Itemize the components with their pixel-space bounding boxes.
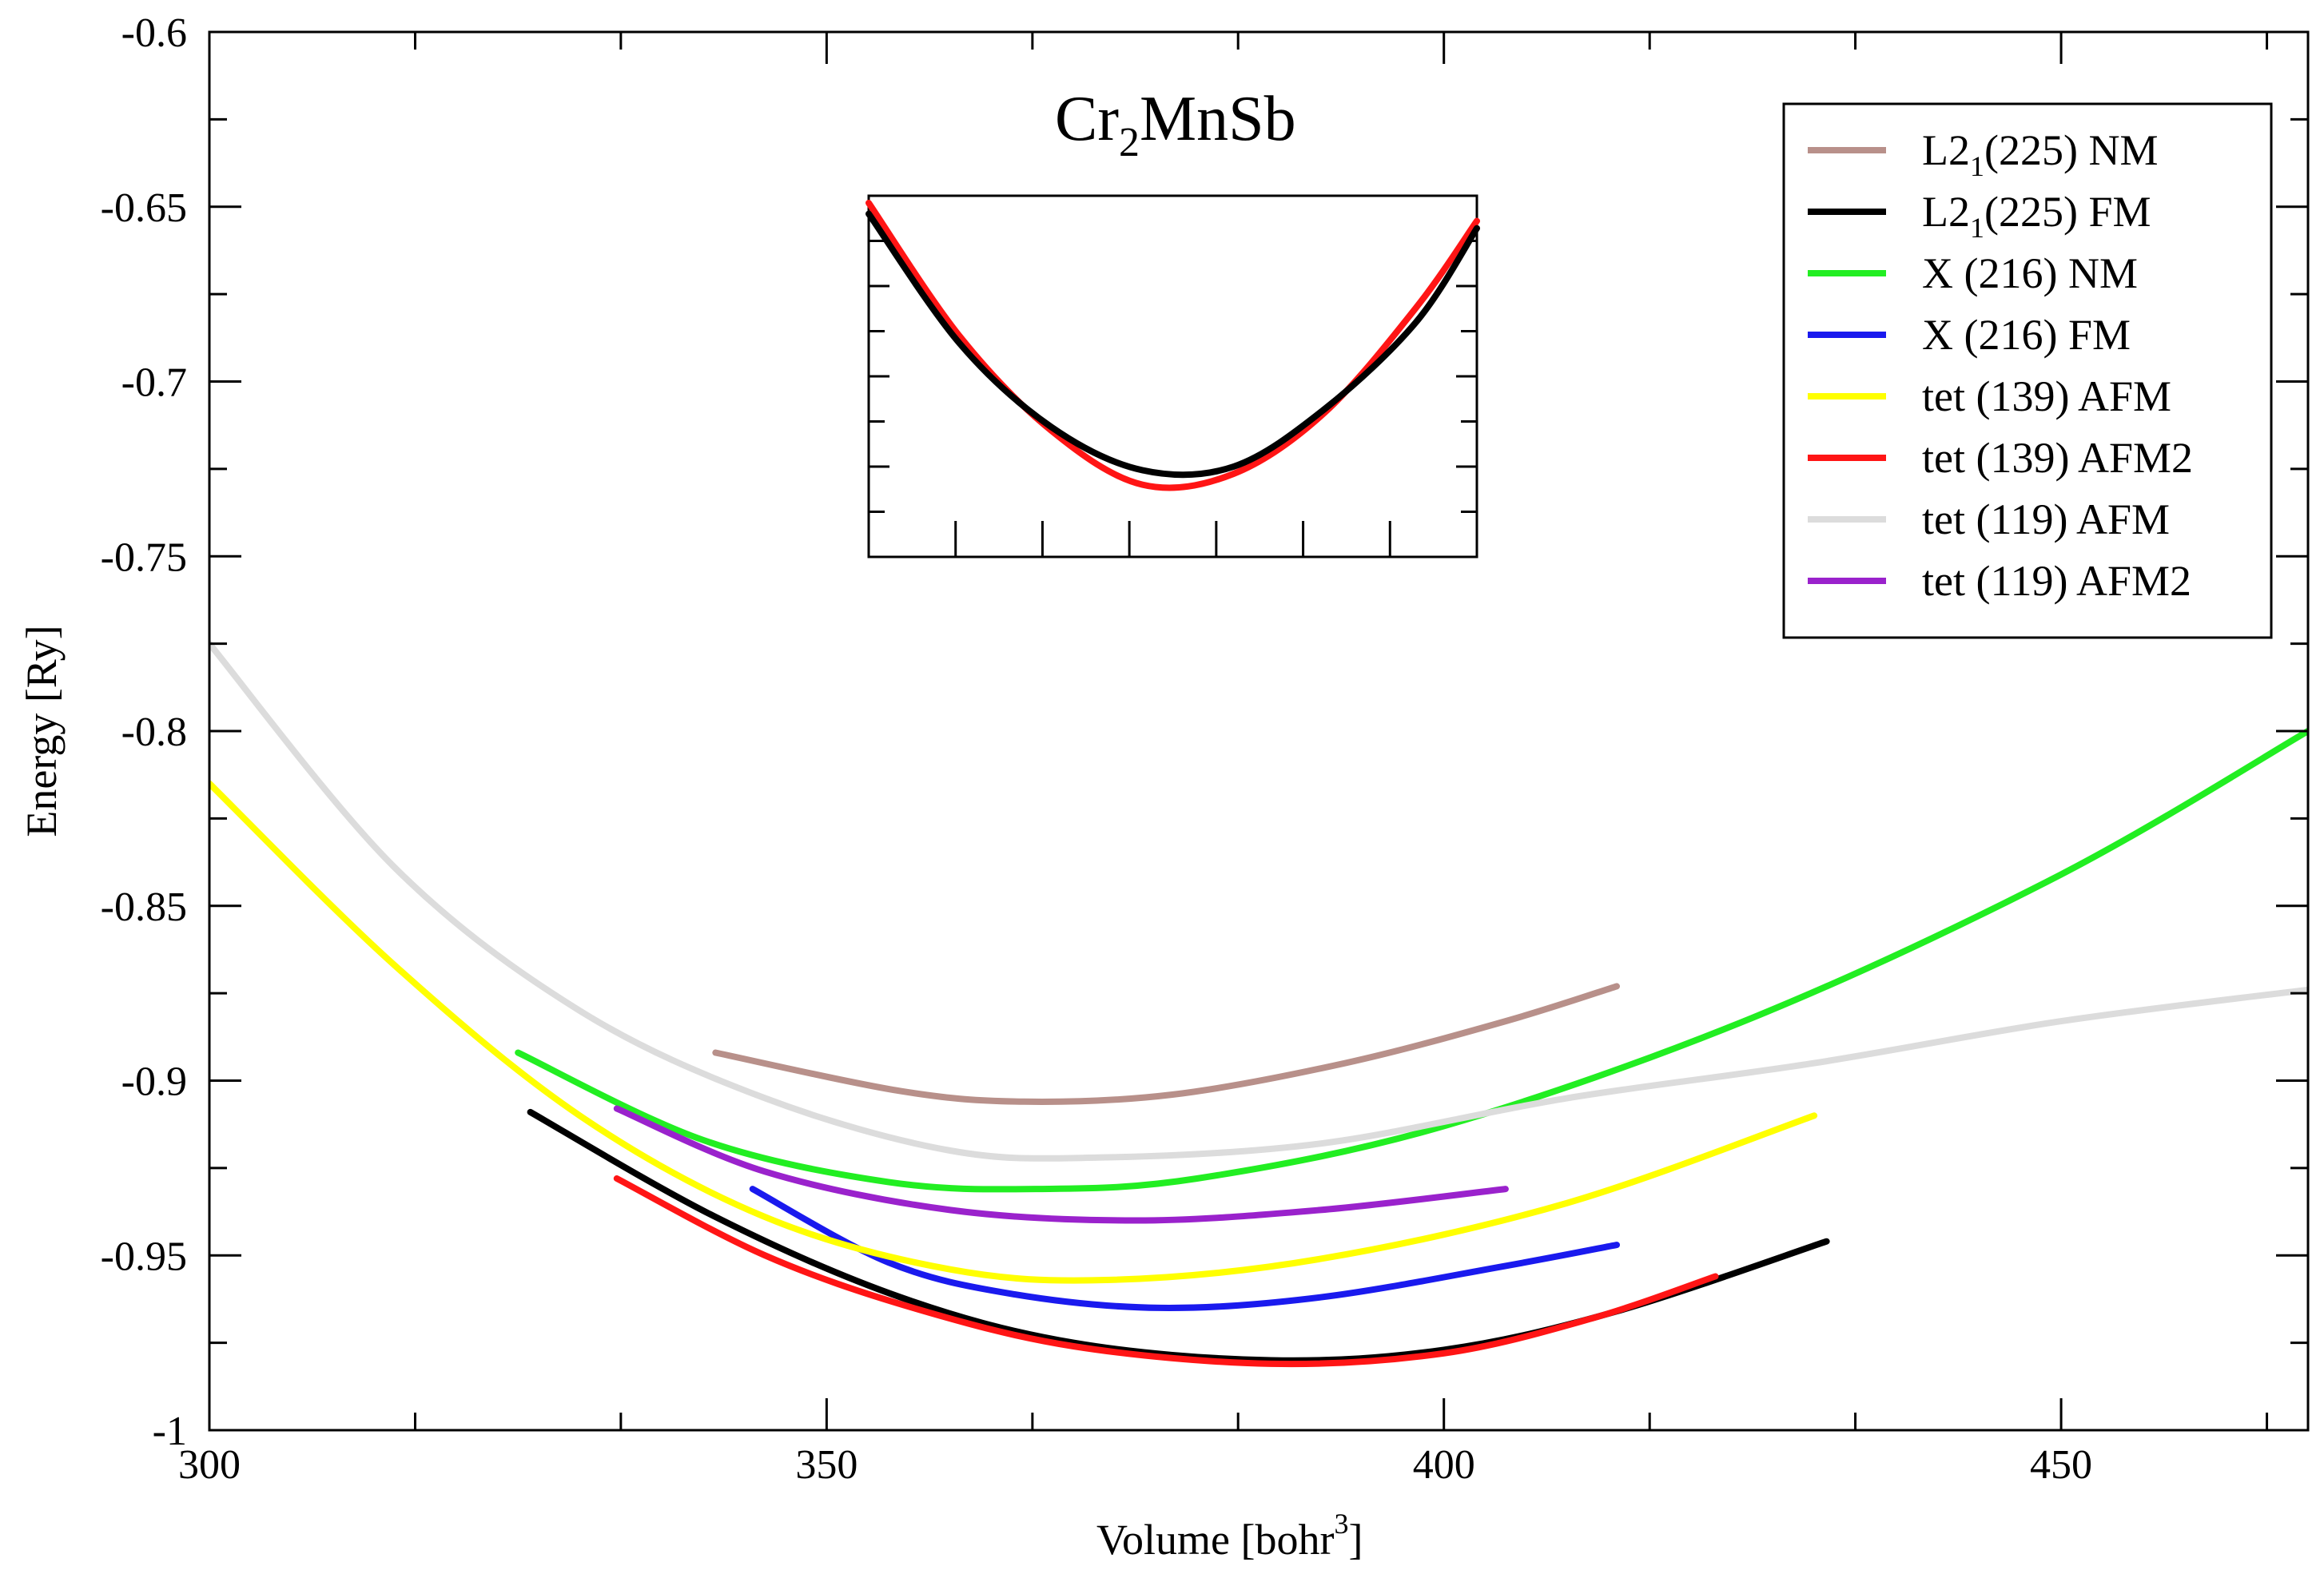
series-line-x-216-fm [749, 1186, 1620, 1311]
series-line-tet-139-afm2 [613, 1175, 1719, 1368]
series-line-tet-119-afm2 [613, 1105, 1509, 1224]
x-tick-label: 300 [178, 1442, 241, 1488]
y-tick-label: -0.85 [101, 884, 187, 930]
legend-label-l21-225-nm: L21(225) NM [1922, 126, 2158, 182]
inset-chart [866, 194, 1480, 558]
legend-label-l21-225-fm: L21(225) FM [1922, 188, 2151, 244]
y-tick-label: -0.9 [121, 1059, 187, 1105]
legend-label-x-216-nm: X (216) NM [1922, 249, 2138, 297]
inset-frame [867, 194, 1478, 558]
legend-label-tet-139-afm2: tet (139) AFM2 [1922, 434, 2193, 482]
series-line-l21-225-nm [712, 983, 1620, 1105]
y-tick-label: -0.8 [121, 710, 187, 755]
y-tick-label: -0.7 [121, 360, 187, 406]
y-tick-label: -0.65 [101, 185, 187, 231]
x-axis-label-superscript: 3 [1334, 1508, 1348, 1540]
x-axis-label: Volume [bohr3] [1096, 1508, 1363, 1564]
main-axes: 300 350 400 450 -1 -0.95 -0.9 -0.85 -0.8 -0.75 -0.… [101, 10, 2310, 1488]
chart-title-subscript: 2 [1119, 120, 1140, 165]
x-tick-label: 350 [795, 1442, 858, 1488]
legend-label-x-216-fm: X (216) FM [1922, 311, 2131, 359]
series-line-tet-119-afm [209, 640, 2308, 1162]
y-tick-label: -0.6 [121, 10, 187, 56]
y-tick-label: -0.95 [101, 1234, 187, 1279]
series-line-tet-139-afm [209, 780, 1818, 1284]
legend-frame [1782, 102, 2273, 639]
x-tick-label: 400 [1413, 1442, 1475, 1488]
y-tick-label: -1 [153, 1409, 187, 1454]
inset-series-line-tet-139-afm2 [866, 200, 1480, 491]
legend: L21(225) NM L21(225) FM X (216) NM X (216) … [1782, 102, 2273, 639]
y-tick-label: -0.75 [101, 535, 187, 580]
chart-title: Cr2MnSb [1055, 84, 1296, 165]
series-line-x-216-nm [515, 728, 2308, 1193]
x-tick-label: 450 [2030, 1442, 2092, 1488]
legend-label-tet-119-afm2: tet (119) AFM2 [1922, 557, 2191, 605]
main-series-group [209, 640, 2308, 1368]
y-axis-label: Energy [Ry] [18, 625, 66, 837]
legend-label-tet-139-afm: tet (139) AFM [1922, 372, 2171, 420]
legend-label-tet-119-afm: tet (119) AFM [1922, 495, 2170, 543]
inset-series-line-l2-225-fm [866, 210, 1480, 479]
